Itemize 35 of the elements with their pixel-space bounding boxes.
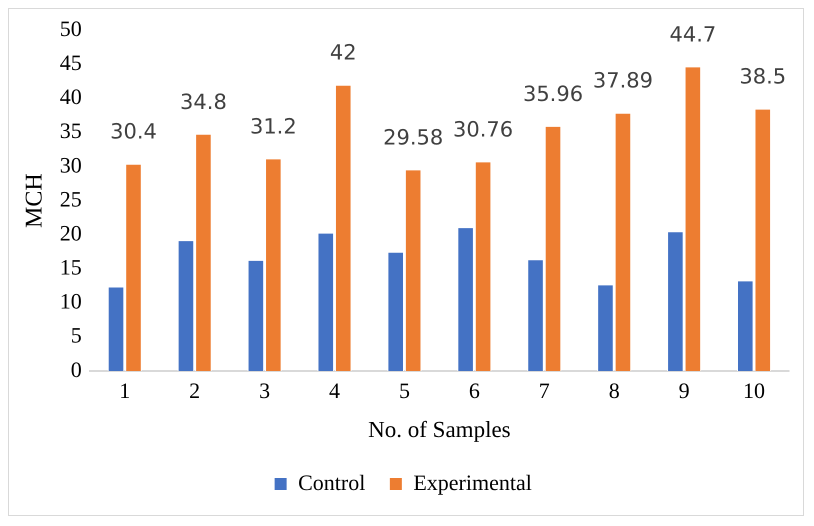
y-tick-label: 15 [60,254,82,280]
data-label: 37.89 [592,68,654,93]
y-tick-label: 50 [60,16,82,41]
data-label: 30.76 [453,117,514,142]
data-label: 35.96 [522,82,584,106]
y-tick-label: 45 [60,50,82,76]
y-tick-label: 25 [60,186,82,212]
data-label: 30.4 [110,120,157,144]
y-tick-label: 40 [60,84,82,110]
x-tick-label: 9 [678,378,690,403]
x-axis-title: No. of Samples [368,417,511,442]
y-tick-label: 5 [70,322,82,348]
data-label: 42 [330,40,357,65]
x-tick-label: 7 [538,378,550,403]
data-label: 31.2 [250,114,297,138]
x-tick-label: 3 [259,378,270,403]
data-label: 44.7 [669,22,716,46]
x-tick-label: 4 [329,378,340,403]
y-axis-title: MCH [22,173,48,228]
y-tick-label: 30 [60,152,82,178]
y-tick-label: 35 [60,118,82,144]
legend-label: Control [298,470,366,495]
x-tick-label: 2 [189,378,200,403]
y-tick-label: 20 [60,220,82,246]
y-tick-label: 10 [60,288,82,314]
data-label: 29.58 [383,125,444,150]
x-tick-label: 8 [608,378,620,403]
x-tick-label: 10 [743,378,766,403]
data-label: 38.5 [739,64,786,89]
x-tick-label: 1 [119,378,130,403]
legend-label: Experimental [413,470,532,495]
data-label: 34.8 [180,90,227,114]
y-tick-label: 0 [70,356,82,382]
x-tick-label: 5 [398,378,410,403]
x-tick-label: 6 [468,378,480,403]
